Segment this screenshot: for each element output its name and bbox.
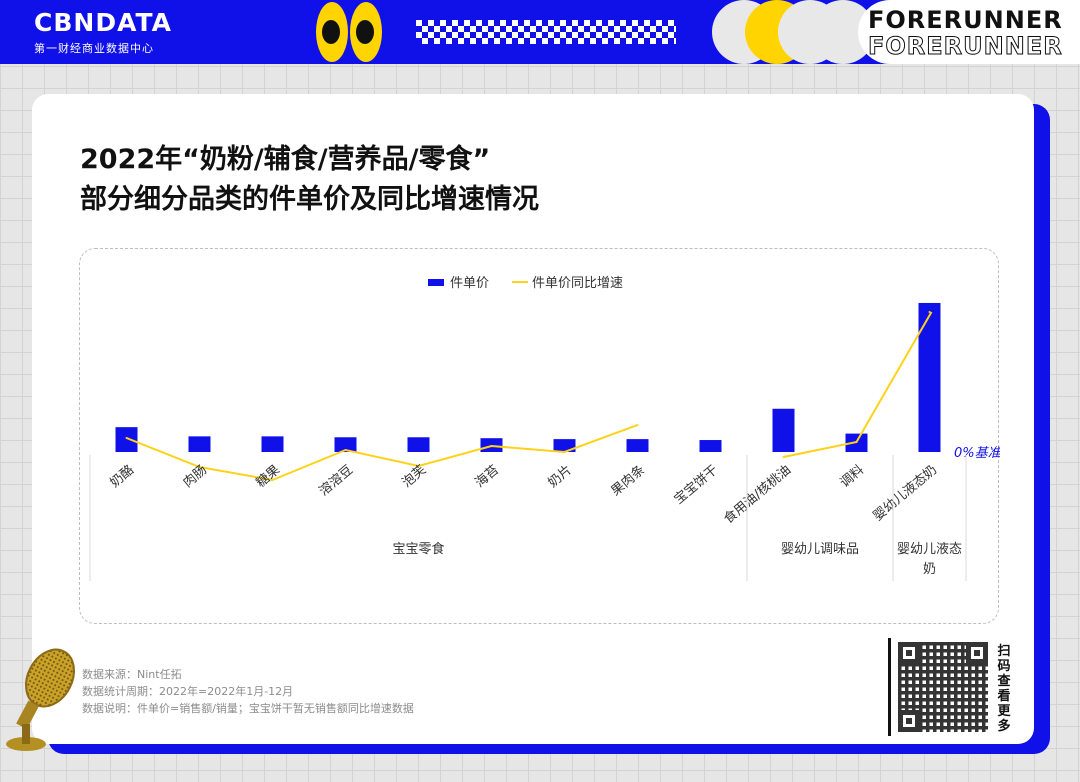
- category-label: 婴幼儿液态奶: [871, 463, 940, 525]
- legend-bar-label: 件单价: [450, 276, 489, 291]
- category-label: 肉肠: [181, 463, 211, 491]
- qr-caption: 扫码查看更多: [997, 644, 1011, 734]
- note-source: 数据来源：Nint任拓: [82, 668, 182, 681]
- line-point-奶酪: [125, 437, 128, 439]
- bar-奶片: [553, 439, 576, 452]
- group-label: 宝宝零食: [392, 541, 444, 557]
- category-label: 食用油/核桃油: [721, 462, 794, 527]
- line-point-调料: [855, 441, 858, 443]
- brand-name-outline: FORERUNNER: [868, 32, 1063, 61]
- note-description: 数据说明：件单价=销售额/销量；宝宝饼干暂无销售额同比增速数据: [82, 702, 414, 715]
- group-label: 婴幼儿调味品: [781, 542, 859, 557]
- logo: CBNDATA: [34, 8, 172, 37]
- checker-pattern: [416, 20, 676, 44]
- baseline-label: 0%基准线: [954, 446, 1000, 461]
- line-point-奶片: [563, 451, 566, 453]
- qr-code[interactable]: [898, 642, 988, 732]
- note-period: 数据统计周期：2022年=2022年1月-12月: [82, 685, 294, 698]
- footer-notes: 数据来源：Nint任拓 数据统计周期：2022年=2022年1月-12月 数据说…: [82, 666, 414, 717]
- category-label: 奶片: [546, 463, 576, 491]
- category-label: 宝宝饼干: [672, 463, 721, 508]
- title-line-1: 2022年“奶粉/辅食/营养品/零食”: [80, 144, 491, 175]
- bar-宝宝饼干: [699, 440, 722, 452]
- brand-name: FORERUNNER: [868, 6, 1063, 34]
- group-label: 奶: [923, 562, 936, 577]
- eye-icon: [350, 2, 382, 62]
- category-label: 奶酪: [107, 462, 137, 491]
- title-line-2: 部分细分品类的件单价及同比增速情况: [80, 184, 539, 215]
- bar-肉肠: [188, 436, 211, 452]
- category-label: 果肉条: [608, 462, 648, 499]
- microphone-icon: [6, 648, 75, 751]
- bar-泡芙: [407, 437, 430, 452]
- legend-bar-swatch: [428, 279, 444, 286]
- combo-chart: 件单价 件单价同比增速 0%基准线奶酪 肉肠 糖果 溶溶豆 泡芙 海苔 奶片 果肉条宝宝饼干食用油…: [89, 276, 1000, 581]
- chart-container: 件单价 件单价同比增速 0%基准线奶酪 肉肠 糖果 溶溶豆 泡芙 海苔 奶片 果肉条宝宝饼干食用油…: [79, 248, 1000, 624]
- category-label: 糖果: [253, 462, 283, 491]
- bar-婴幼儿液态奶: [918, 302, 941, 452]
- bar-奶酪: [115, 427, 138, 452]
- growth-line: [126, 424, 638, 482]
- line-point-肉肠: [198, 466, 201, 468]
- bar-果肉条: [626, 439, 649, 452]
- line-point-溶溶豆: [344, 449, 347, 451]
- line-point-果肉条: [636, 424, 639, 426]
- category-label: 溶溶豆: [317, 463, 357, 500]
- line-point-糖果: [271, 479, 274, 481]
- bar-糖果: [261, 436, 284, 452]
- header-bar: CBNDATA 第一财经商业数据中心 FORERUNNER FORERUNNER: [0, 0, 1080, 64]
- chart-legend: 件单价 件单价同比增速: [428, 276, 623, 291]
- eye-icon: [316, 2, 348, 62]
- line-point-海苔: [490, 445, 493, 447]
- bar-溶溶豆: [334, 437, 357, 452]
- line-point-婴幼儿液态奶: [928, 311, 931, 313]
- category-label: 海苔: [473, 463, 503, 491]
- category-label: 调料: [838, 463, 868, 491]
- bar-食用油/核桃油: [772, 408, 795, 452]
- content-card: [32, 94, 1034, 744]
- page-title: 2022年“奶粉/辅食/营养品/零食” 部分细分品类的件单价及同比增速情况: [80, 140, 539, 220]
- brand-badge: [858, 0, 1080, 64]
- qr-divider: [888, 638, 891, 736]
- logo-subtitle: 第一财经商业数据中心: [34, 42, 154, 55]
- line-point-食用油/核桃油: [782, 456, 785, 458]
- line-point-泡芙: [417, 465, 420, 467]
- legend-line-label: 件单价同比增速: [532, 276, 623, 291]
- group-label: 婴幼儿液态: [897, 542, 962, 557]
- category-label: 泡芙: [400, 463, 430, 491]
